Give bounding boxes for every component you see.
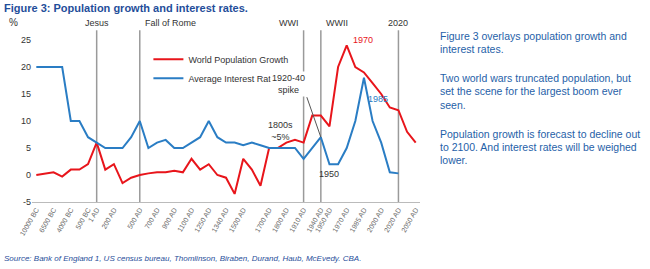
svg-text:1100 AD: 1100 AD: [176, 207, 195, 233]
svg-text:WWI: WWI: [279, 18, 299, 28]
svg-text:1970: 1970: [353, 35, 373, 45]
html-text:Population growth is forecast: Population growth is forecast to decline…: [440, 127, 641, 166]
svg-text:-5: -5: [23, 197, 31, 207]
svg-text:1985: 1985: [368, 94, 388, 104]
svg-text:6500 BC: 6500 BC: [38, 207, 58, 234]
svg-text:WWII: WWII: [326, 18, 348, 28]
svg-text:Average Interest Rate: Average Interest Rate: [188, 74, 275, 84]
svg-text:1950: 1950: [319, 169, 339, 179]
svg-text:2000 AD: 2000 AD: [366, 207, 385, 234]
svg-text:5: 5: [26, 143, 31, 153]
svg-text:4000 BC: 4000 BC: [55, 207, 75, 234]
svg-text:1985 AD: 1985 AD: [348, 207, 367, 234]
svg-text:200 AD: 200 AD: [100, 207, 118, 230]
svg-text:0: 0: [26, 170, 31, 180]
svg-text:%: %: [9, 17, 18, 28]
svg-text:10000 BC: 10000 BC: [19, 207, 41, 237]
svg-text:2050 AD: 2050 AD: [400, 207, 419, 234]
svg-text:1910 AD: 1910 AD: [288, 207, 307, 234]
svg-text:Fall of Rome: Fall of Rome: [145, 18, 196, 28]
svg-text:Jesus: Jesus: [85, 18, 109, 28]
svg-text:500 AD: 500 AD: [126, 207, 144, 230]
svg-text:1250 AD: 1250 AD: [193, 207, 212, 234]
svg-text:1940 AD: 1940 AD: [305, 207, 324, 234]
svg-text:World Population Growth: World Population Growth: [188, 55, 288, 65]
html-text:Figure 3: Population growth an: Figure 3: Population growth and interest…: [4, 2, 248, 14]
svg-text:1970 AD: 1970 AD: [331, 207, 350, 234]
svg-text:2020: 2020: [388, 18, 408, 28]
svg-text:1920-40spike: 1920-40spike: [272, 73, 305, 95]
svg-text:900 AD: 900 AD: [161, 207, 179, 230]
svg-text:1800 AD: 1800 AD: [271, 207, 290, 234]
html-text:Source: Bank of England 1, US: Source: Bank of England 1, US census bur…: [4, 254, 362, 263]
svg-text:25: 25: [21, 35, 31, 45]
svg-text:15: 15: [21, 89, 31, 99]
svg-text:1700 AD: 1700 AD: [254, 207, 273, 234]
svg-text:1950 AD: 1950 AD: [314, 207, 333, 234]
svg-text:2020 AD: 2020 AD: [383, 207, 402, 234]
svg-text:10: 10: [21, 116, 31, 126]
svg-text:1800s~5%: 1800s~5%: [268, 120, 293, 142]
svg-text:1500 AD: 1500 AD: [228, 207, 247, 234]
svg-text:700 AD: 700 AD: [143, 207, 161, 230]
html-text:Two world wars truncated popul: Two world wars truncated population, but…: [440, 72, 631, 111]
html-text:Figure 3 overlays population g: Figure 3 overlays population growth and …: [440, 30, 627, 56]
svg-text:1 AD: 1 AD: [87, 207, 101, 224]
svg-text:20: 20: [21, 62, 31, 72]
svg-text:1340 AD: 1340 AD: [210, 207, 229, 234]
svg-text:500 BC: 500 BC: [74, 207, 92, 231]
